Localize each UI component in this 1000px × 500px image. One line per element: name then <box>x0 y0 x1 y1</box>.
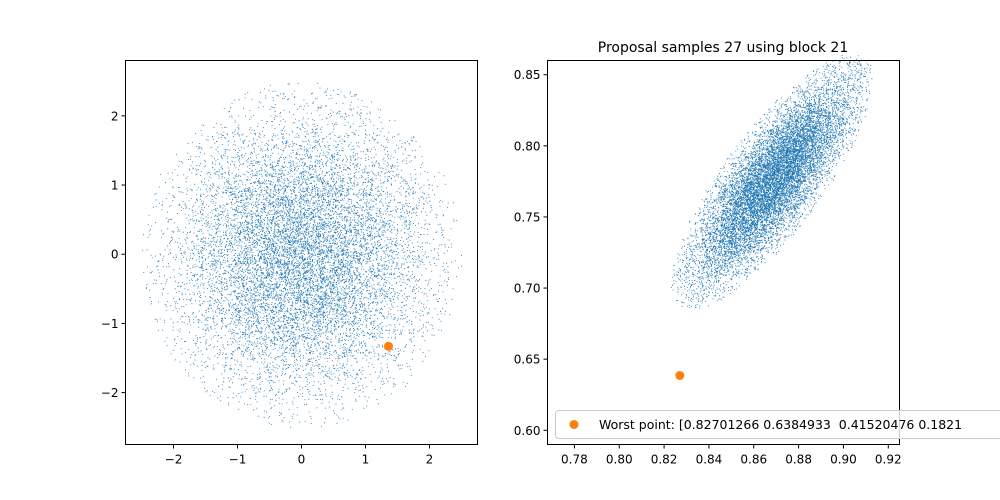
legend-box <box>555 410 1000 439</box>
left-x-tick-label: −1 <box>229 453 247 467</box>
left-y-tick-label: −2 <box>101 386 119 400</box>
right-chart-title: Proposal samples 27 using block 21 <box>598 40 848 56</box>
right-x-tick-label: 0.82 <box>651 453 678 467</box>
legend-label: Worst point: [0.82701266 0.6384933 0.415… <box>599 417 962 432</box>
right-y-tick-label: 0.60 <box>514 424 541 438</box>
right-axis-ticks: 0.78 0.80 0.82 0.84 0.86 0.88 0.90 0.92 0.60 0.65… <box>514 68 902 466</box>
left-axis-ticks: −2 −1 0 1 2 −2 −1 0 1 2 <box>101 109 434 466</box>
right-worst-point-marker <box>675 371 685 380</box>
left-worst-point-marker <box>384 341 393 351</box>
right-x-tick-label: 0.80 <box>606 453 633 467</box>
right-y-tick-label: 0.65 <box>514 353 541 367</box>
left-x-tick-label: 1 <box>362 453 370 467</box>
right-x-tick-label: 0.90 <box>830 453 857 467</box>
left-highlight-layer <box>384 341 393 351</box>
right-y-tick-label: 0.85 <box>514 68 541 82</box>
right-x-tick-label: 0.92 <box>875 453 902 467</box>
right-panel: Proposal samples 27 using block 21 0.78 0… <box>514 40 1000 467</box>
right-x-tick-label: 0.88 <box>785 453 812 467</box>
left-panel: −2 −1 0 1 2 −2 −1 0 1 2 <box>101 60 478 467</box>
right-x-tick-label: 0.84 <box>696 453 723 467</box>
right-y-tick-label: 0.80 <box>514 139 541 153</box>
right-sample-points <box>671 55 873 309</box>
left-y-tick-label: −1 <box>101 317 119 331</box>
left-x-tick-label: 0 <box>298 453 306 467</box>
right-sample-cloud <box>671 55 873 309</box>
right-x-tick-label: 0.86 <box>740 453 767 467</box>
right-y-tick-label: 0.75 <box>514 210 541 224</box>
left-y-tick-label: 2 <box>111 109 119 123</box>
left-y-tick-label: 0 <box>111 248 119 262</box>
right-axes-frame <box>547 60 900 445</box>
right-x-tick-label: 0.78 <box>561 453 588 467</box>
legend-marker <box>569 420 579 429</box>
left-sample-points <box>142 83 462 428</box>
legend: Worst point: [0.82701266 0.6384933 0.415… <box>555 410 1000 439</box>
left-y-tick-label: 1 <box>111 179 119 193</box>
right-y-tick-label: 0.70 <box>514 282 541 296</box>
left-sample-cloud <box>142 83 462 428</box>
left-axes-frame <box>125 60 478 445</box>
right-highlight-layer <box>675 371 685 380</box>
left-x-tick-label: 2 <box>426 453 434 467</box>
left-x-tick-label: −2 <box>165 453 183 467</box>
